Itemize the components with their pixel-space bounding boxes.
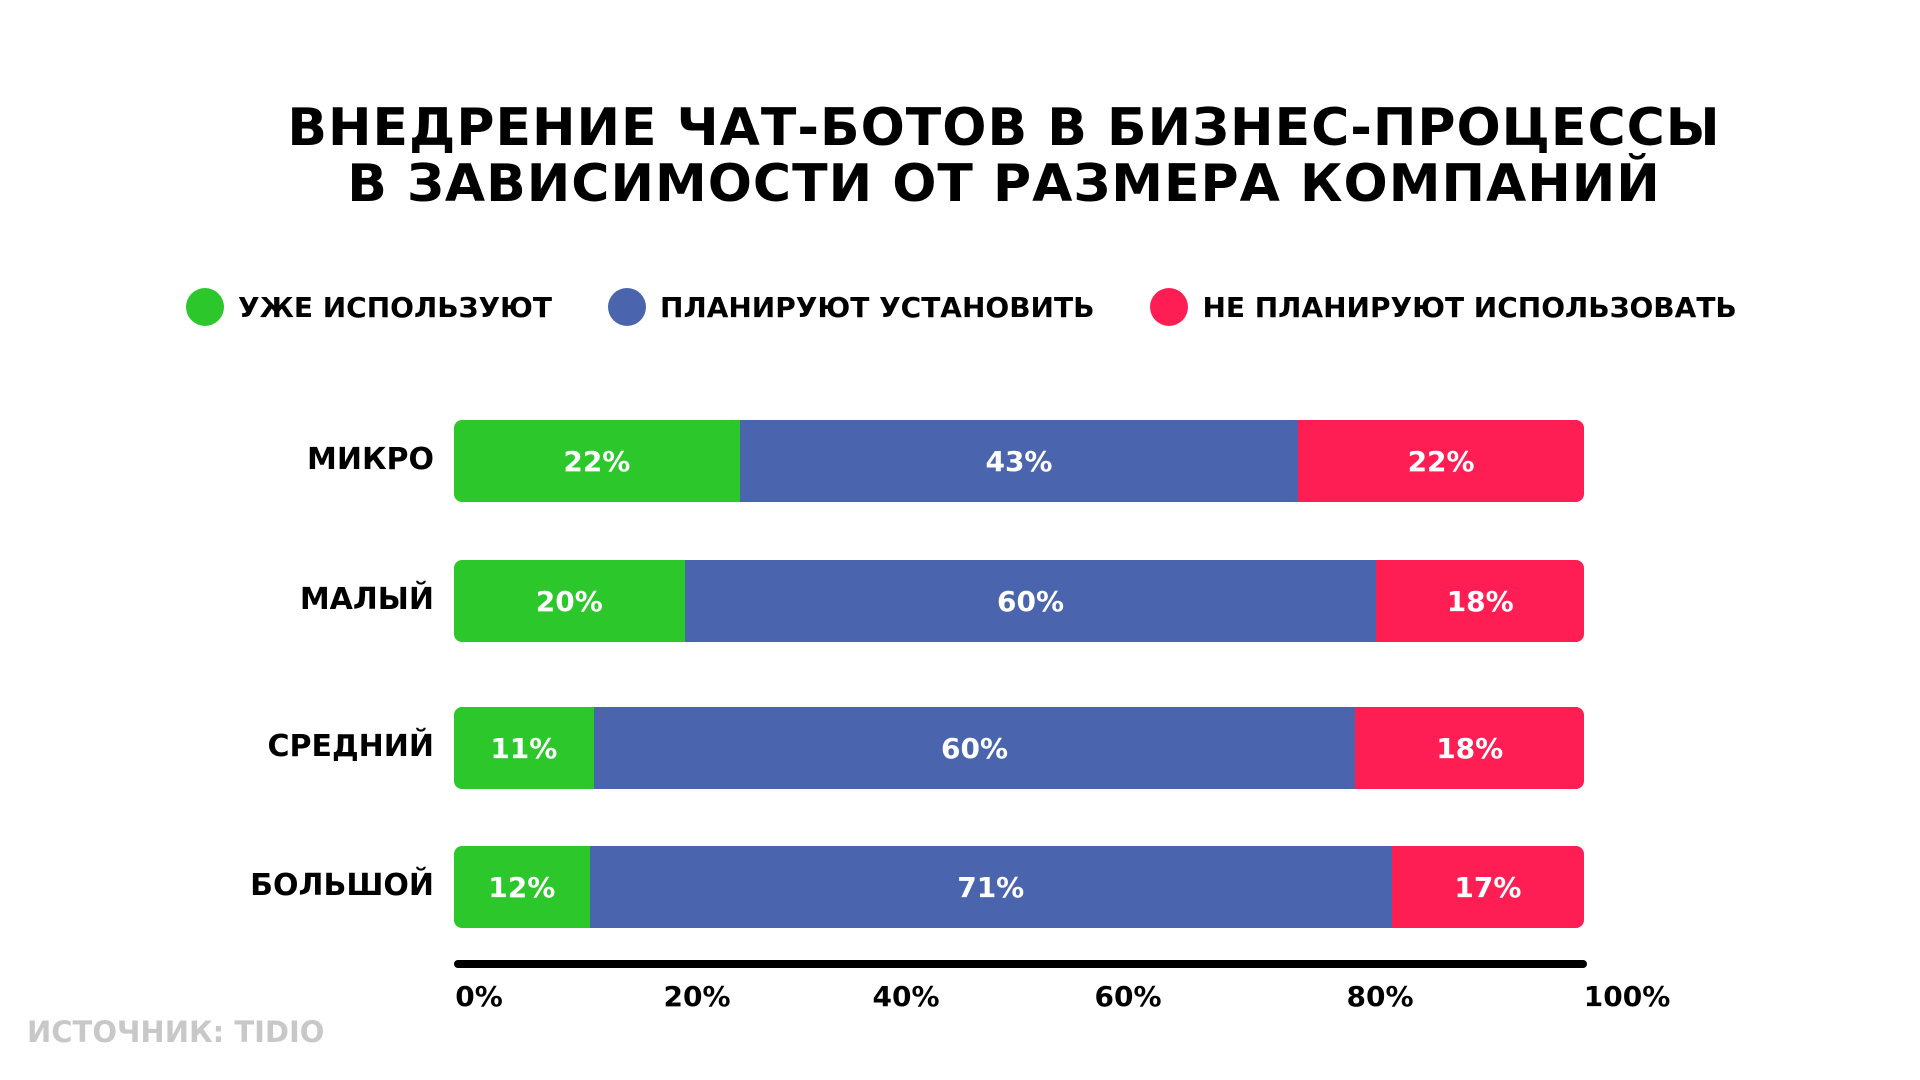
stacked-bar: 12% 71% 17% [454,846,1584,928]
legend-dot-icon [608,288,647,326]
x-tick-label: 100% [1583,980,1671,1013]
x-tick-label: 60% [1094,980,1162,1013]
title-line-1: ВНЕДРЕНИЕ ЧАТ-БОТОВ В БИЗНЕС-ПРОЦЕССЫ [287,98,1721,158]
bar-segment: 22% [1298,420,1584,502]
bar-segment: 18% [1355,707,1584,789]
bar-segment: 60% [593,707,1356,789]
legend-dot-icon [186,288,224,326]
x-tick-label: 20% [663,980,731,1013]
chart-title: ВНЕДРЕНИЕ ЧАТ-БОТОВ В БИЗНЕС-ПРОЦЕССЫ В … [0,100,1920,212]
legend-item: УЖЕ ИСПОЛЬЗУЮТ [186,288,552,326]
bar-segment: 20% [454,560,685,642]
bar-segment: 22% [454,420,740,502]
data-label: 18% [1436,731,1504,765]
bar-segment: 11% [454,707,594,789]
data-label: 71% [957,870,1025,904]
category-label: МАЛЫЙ [299,582,434,617]
x-tick-label: 80% [1346,980,1414,1013]
legend-item: НЕ ПЛАНИРУЮТ ИСПОЛЬЗОВАТЬ [1150,288,1737,326]
bar-segment: 12% [454,846,590,928]
legend: УЖЕ ИСПОЛЬЗУЮТ ПЛАНИРУЮТ УСТАНОВИТЬ НЕ ПЛА… [186,288,1793,326]
category-label: СРЕДНИЙ [267,729,434,764]
legend-item: ПЛАНИРУЮТ УСТАНОВИТЬ [608,288,1094,326]
data-label: 17% [1454,870,1522,904]
legend-label: НЕ ПЛАНИРУЮТ ИСПОЛЬЗОВАТЬ [1202,290,1737,324]
source-note: ИСТОЧНИК: TIDIO [27,1015,325,1049]
bar-segment: 43% [739,420,1299,502]
bar-segment: 60% [684,560,1377,642]
category-label: БОЛЬШОЙ [250,868,434,903]
data-label: 22% [1407,444,1475,478]
stacked-bar: 22% 43% 22% [454,420,1584,502]
data-label: 60% [997,584,1065,618]
data-label: 43% [985,444,1053,478]
data-label: 22% [563,444,631,478]
data-label: 20% [535,584,603,618]
data-label: 11% [490,731,558,765]
data-label: 12% [488,870,556,904]
legend-label: ПЛАНИРУЮТ УСТАНОВИТЬ [660,290,1095,324]
bar-segment: 18% [1376,560,1584,642]
x-tick-label: 0% [455,980,503,1013]
title-line-2: В ЗАВИСИМОСТИ ОТ РАЗМЕРА КОМПАНИЙ [347,154,1661,214]
stacked-bar: 20% 60% 18% [454,560,1584,642]
bar-segment: 17% [1391,846,1584,928]
stacked-bar: 11% 60% 18% [454,707,1584,789]
x-tick-label: 40% [872,980,940,1013]
data-label: 60% [941,731,1009,765]
x-axis-line [454,960,1587,968]
category-label: МИКРО [307,442,434,477]
legend-label: УЖЕ ИСПОЛЬЗУЮТ [238,290,553,324]
legend-dot-icon [1150,288,1189,326]
bar-segment: 71% [589,846,1392,928]
data-label: 18% [1446,584,1514,618]
